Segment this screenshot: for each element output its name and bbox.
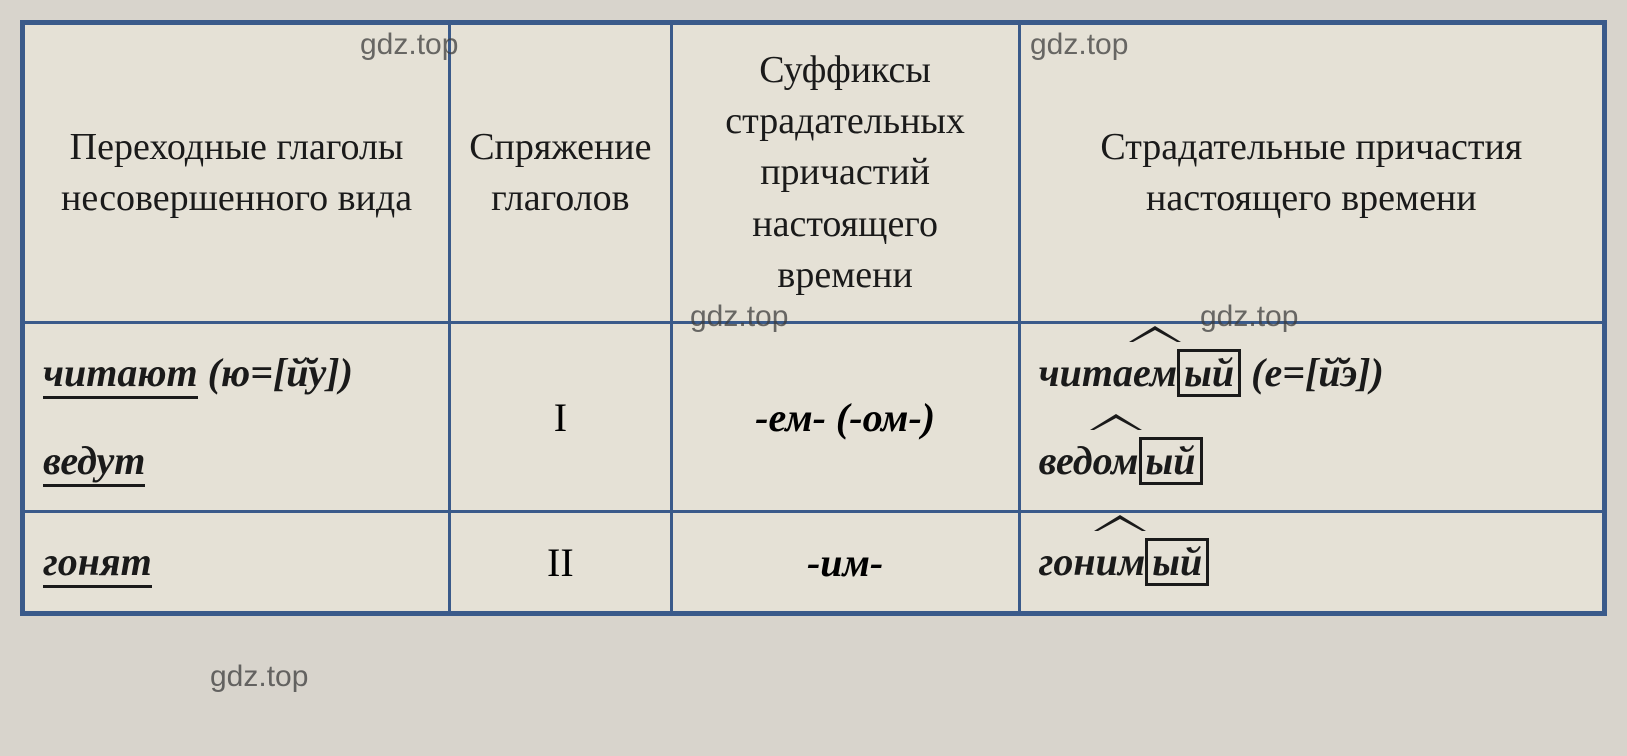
suffix-caret: ом: [1093, 430, 1139, 492]
col-header-suffixes: Суффиксы страдатель­ных причастий настоя…: [671, 23, 1019, 323]
col-header-verbs: Переходные глаголы несовершенного вида: [23, 23, 450, 323]
cell-suffix: -им-: [671, 512, 1019, 614]
cell-verbs: читают (ю=[й̆у]) ведут: [23, 323, 450, 512]
participle-stem: вед: [1039, 438, 1093, 483]
cell-verbs: гонят: [23, 512, 450, 614]
col-header-participles: Страдательные причастия настоящего време…: [1019, 23, 1604, 323]
verb: ведут: [43, 438, 145, 487]
cell-participles: гонимый: [1019, 512, 1604, 614]
grammar-table: Переходные глаголы несовершенного вида С…: [20, 20, 1607, 616]
table-row: читают (ю=[й̆у]) ведут I -ем- (-ом-): [23, 323, 1605, 512]
ending-box: ый: [1177, 349, 1241, 397]
suffix-caret: им: [1096, 531, 1146, 593]
verb: гонят: [43, 539, 152, 588]
participle-stem: чита: [1039, 350, 1133, 395]
ending-box: ый: [1139, 437, 1203, 485]
suffix-caret: ем: [1133, 342, 1177, 404]
col-header-conjugation: Спря­жение глаго­лов: [450, 23, 671, 323]
cell-participles: читаемый (е=[й̆э]) ведомый: [1019, 323, 1604, 512]
cell-suffix: -ем- (-ом-): [671, 323, 1019, 512]
ending-box: ый: [1145, 538, 1209, 586]
watermark: gdz.top: [210, 660, 308, 694]
table-header-row: Переходные глаголы несовершенного вида С…: [23, 23, 1605, 323]
cell-conjugation: I: [450, 323, 671, 512]
table-wrapper: gdz.top gdz.top gdz.top gdz.top gdz.top …: [20, 20, 1607, 616]
phonetic-note: (ю=[й̆у]): [208, 350, 353, 395]
verb: читают: [43, 350, 198, 399]
participle-stem: гон: [1039, 539, 1096, 584]
cell-conjugation: II: [450, 512, 671, 614]
phonetic-note: (е=[й̆э]): [1251, 350, 1384, 395]
table-row: гонят II -им- гонимый: [23, 512, 1605, 614]
